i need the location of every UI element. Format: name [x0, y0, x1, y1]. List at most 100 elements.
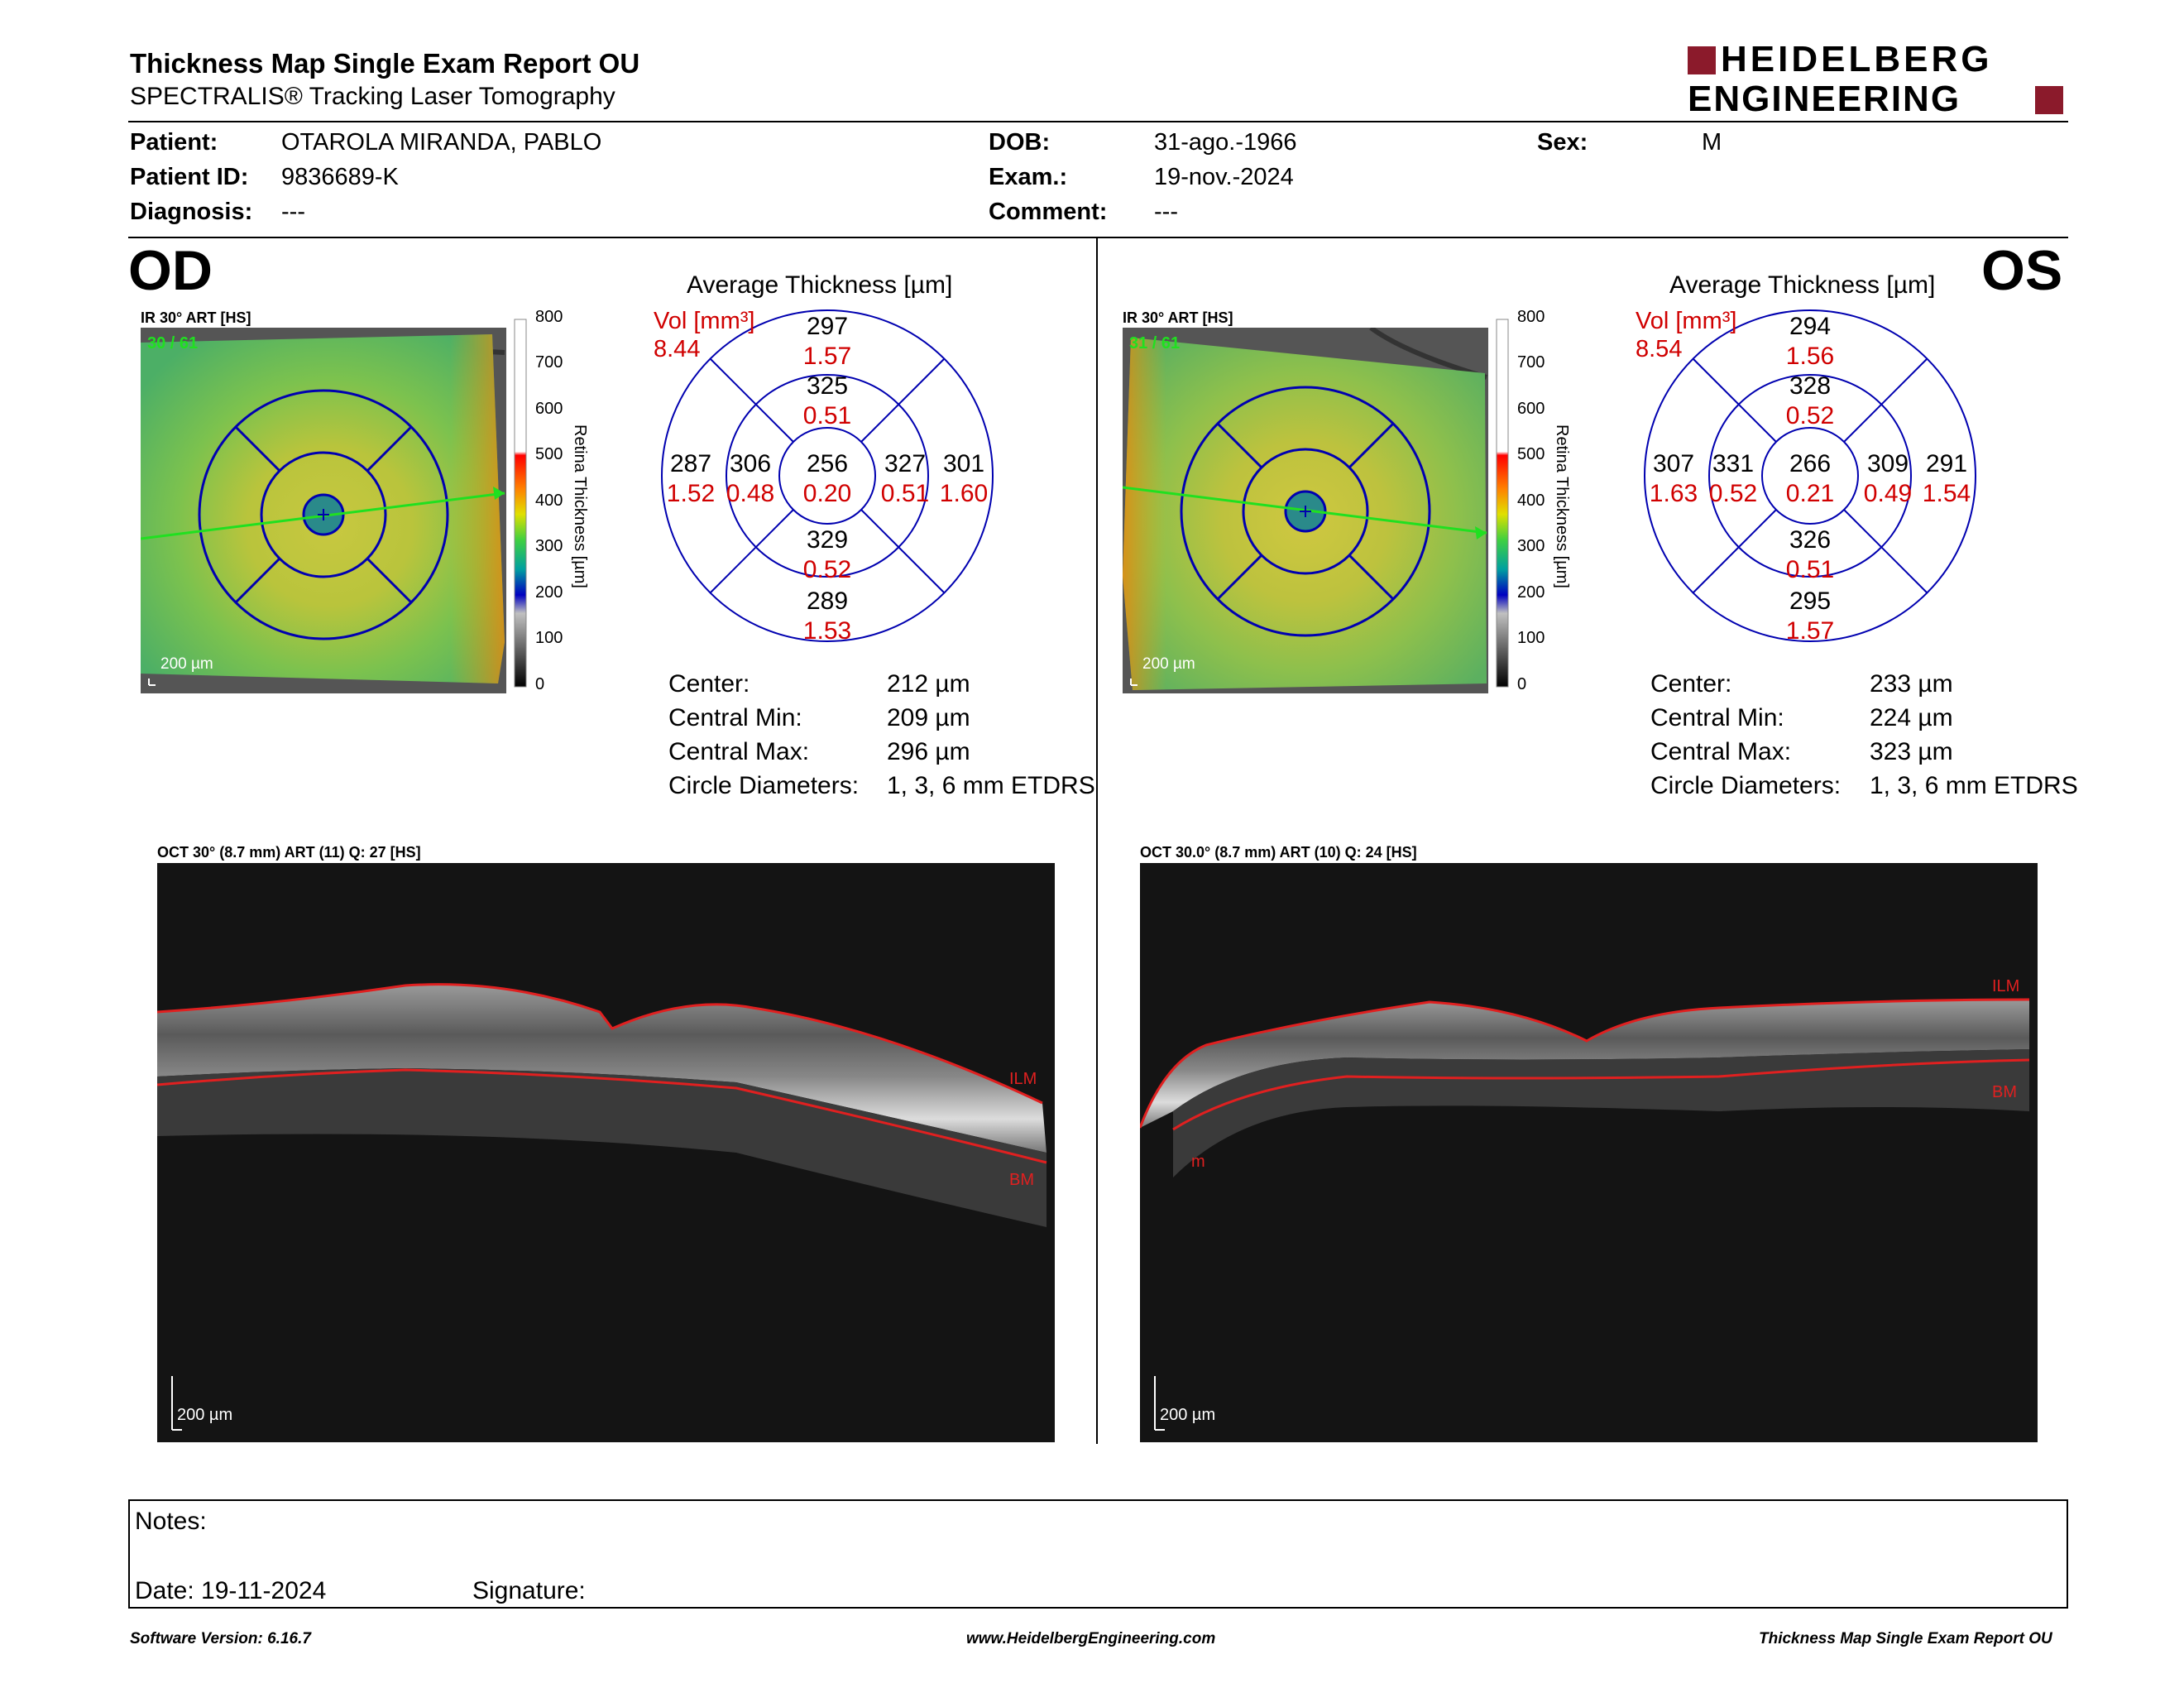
os-colorbar — [1495, 318, 1578, 690]
od-etdrs-grid — [658, 306, 997, 645]
os-etdrs-grid — [1640, 306, 1980, 645]
od-inner-right-t: 327 — [884, 450, 927, 477]
os-oct-caption: OCT 30.0° (8.7 mm) ART (10) Q: 24 [HS] — [1140, 844, 1417, 861]
os-ir-count: 31 / 61 — [1129, 334, 1181, 352]
os-cb-tick-200: 200 — [1517, 583, 1545, 602]
od-cb-tick-800: 800 — [535, 308, 563, 326]
footer-report: Thickness Map Single Exam Report OU — [1759, 1630, 2052, 1647]
os-diam-label: Circle Diameters: — [1650, 772, 1842, 799]
patient-name: OTAROLA MIRANDA, PABLO — [281, 129, 602, 156]
comment-label: Comment: — [989, 199, 1108, 225]
od-cb-tick-100: 100 — [535, 629, 563, 647]
footer-website[interactable]: www.HeidelbergEngineering.com — [966, 1630, 1216, 1647]
exam-label: Exam.: — [989, 164, 1068, 190]
od-inner-sup-t: 325 — [806, 372, 849, 400]
od-cb-tick-300: 300 — [535, 537, 563, 555]
os-oct-scan: ILM BM m 200 µm — [1138, 863, 2038, 1442]
od-center-t: 256 — [806, 450, 849, 477]
od-avg-title: Average Thickness [µm] — [687, 271, 953, 299]
os-outer-sup-v: 1.56 — [1785, 343, 1835, 370]
dob-label: DOB: — [989, 129, 1051, 156]
patient-id: 9836689-K — [281, 164, 399, 190]
od-ir-count: 30 / 61 — [147, 334, 199, 352]
od-inner-inf-v: 0.52 — [802, 556, 852, 583]
os-center-label: Center: — [1650, 670, 1732, 698]
os-cb-tick-600: 600 — [1517, 400, 1545, 418]
report-title: Thickness Map Single Exam Report OU — [130, 48, 640, 79]
diagnosis-value: --- — [281, 199, 305, 225]
od-vol-label: Vol [mm³] — [654, 308, 755, 334]
od-cb-tick-500: 500 — [535, 445, 563, 463]
heidelberg-logo: HEIDELBERG ENGINEERING — [1688, 41, 2068, 119]
os-cb-tick-0: 0 — [1517, 675, 1527, 693]
od-center-label: Center: — [668, 670, 750, 698]
od-eye-label: OD — [128, 239, 213, 302]
os-center-t: 266 — [1789, 450, 1832, 477]
sex-value: M — [1702, 129, 1722, 156]
od-min-value: 209 µm — [887, 704, 970, 731]
od-colorbar — [513, 318, 596, 690]
od-oct-scan: ILM BM 200 µm — [156, 863, 1055, 1442]
exam-value: 19-nov.-2024 — [1154, 164, 1294, 190]
os-outer-sup-t: 294 — [1789, 313, 1832, 340]
os-cb-tick-700: 700 — [1517, 353, 1545, 372]
od-inner-left-t: 306 — [729, 450, 772, 477]
patient-id-label: Patient ID: — [130, 164, 249, 190]
os-cb-tick-800: 800 — [1517, 308, 1545, 326]
od-cb-tick-600: 600 — [535, 400, 563, 418]
od-inner-inf-t: 329 — [806, 526, 849, 554]
os-avg-title: Average Thickness [µm] — [1669, 271, 1936, 299]
report-subtitle: SPECTRALIS® Tracking Laser Tomography — [130, 83, 615, 110]
od-oct-scale: 200 µm — [177, 1406, 233, 1424]
os-thickness-map: 31 / 61 200 µm — [1122, 325, 1488, 693]
os-cb-tick-400: 400 — [1517, 492, 1545, 510]
os-ir-caption: IR 30° ART [HS] — [1123, 309, 1233, 326]
notes-date: Date: 19-11-2024 — [135, 1577, 327, 1604]
os-min-label: Central Min: — [1650, 704, 1784, 731]
os-outer-right-v: 1.54 — [1922, 480, 1971, 507]
od-max-value: 296 µm — [887, 738, 970, 765]
os-inner-left-v: 0.52 — [1708, 480, 1758, 507]
os-inner-left-t: 331 — [1712, 450, 1755, 477]
od-oct-caption: OCT 30° (8.7 mm) ART (11) Q: 27 [HS] — [157, 844, 421, 861]
od-thickness-map: 30 / 61 200 µm — [140, 328, 506, 693]
os-cb-tick-500: 500 — [1517, 445, 1545, 463]
os-inner-right-t: 309 — [1866, 450, 1909, 477]
od-cb-tick-200: 200 — [535, 583, 563, 602]
od-outer-inf-t: 289 — [806, 587, 849, 615]
od-cb-tick-400: 400 — [535, 492, 563, 510]
od-diam-label: Circle Diameters: — [668, 772, 860, 799]
os-cb-tick-100: 100 — [1517, 629, 1545, 647]
footer-version: Software Version: 6.16.7 — [130, 1630, 311, 1647]
os-oct-scale: 200 µm — [1160, 1406, 1216, 1424]
os-center-value: 233 µm — [1870, 670, 1953, 698]
os-cb-label: Retina Thickness [µm] — [1553, 424, 1571, 588]
os-center-v: 0.21 — [1785, 480, 1835, 507]
os-extra-mark: m — [1191, 1153, 1205, 1171]
diagnosis-label: Diagnosis: — [130, 199, 253, 225]
logo-line2: ENGINEERING — [1688, 79, 1961, 119]
od-bm-label: BM — [1009, 1171, 1034, 1189]
os-ir-scale: 200 µm — [1142, 655, 1195, 673]
patient-label: Patient: — [130, 129, 218, 156]
dob-value: 31-ago.-1966 — [1154, 129, 1297, 156]
od-inner-right-v: 0.51 — [880, 480, 930, 507]
od-min-label: Central Min: — [668, 704, 802, 731]
comment-value: --- — [1154, 199, 1178, 225]
od-outer-sup-t: 297 — [806, 313, 849, 340]
os-inner-sup-v: 0.52 — [1785, 402, 1835, 429]
od-ilm-label: ILM — [1009, 1070, 1037, 1088]
os-diam-value: 1, 3, 6 mm ETDRS — [1870, 772, 2078, 799]
od-outer-inf-v: 1.53 — [802, 617, 852, 645]
os-vol-total: 8.54 — [1636, 336, 1683, 362]
os-bm-label: BM — [1992, 1083, 2017, 1101]
od-outer-right-t: 301 — [942, 450, 985, 477]
os-eye-label: OS — [1981, 239, 2063, 302]
od-cb-tick-0: 0 — [535, 675, 545, 693]
od-outer-sup-v: 1.57 — [802, 343, 852, 370]
os-inner-inf-t: 326 — [1789, 526, 1832, 554]
os-inner-right-v: 0.49 — [1863, 480, 1913, 507]
os-max-value: 323 µm — [1870, 738, 1953, 765]
od-inner-left-v: 0.48 — [726, 480, 775, 507]
os-inner-inf-v: 0.51 — [1785, 556, 1835, 583]
